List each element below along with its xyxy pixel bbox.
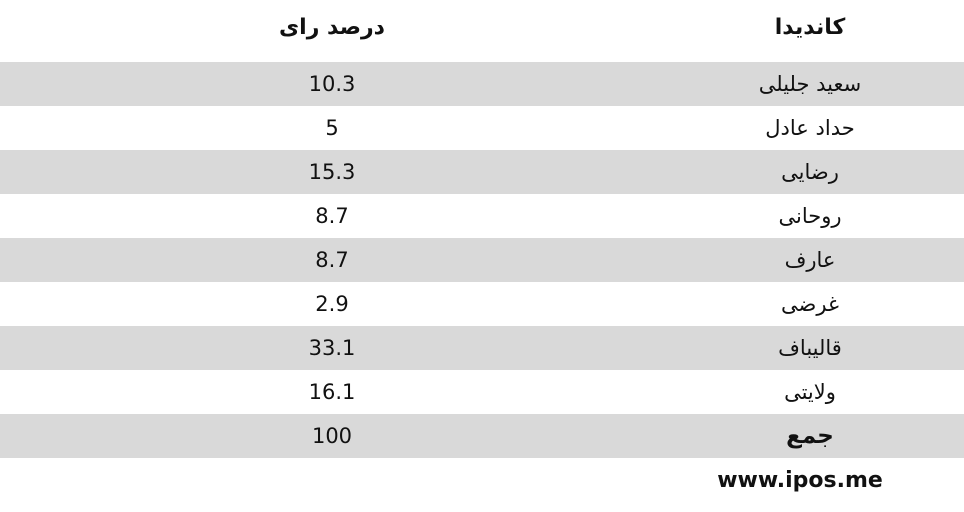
vote-table: درصد رای کاندیدا 10.3 سعید جلیلی 5 حداد … [0,0,964,458]
vote-percent-cell: 5 [325,116,339,140]
table-row: 2.9 غرضی [0,282,964,326]
vote-percent-cell: 15.3 [308,160,356,184]
candidate-name-cell: حداد عادل [765,116,855,140]
candidate-name-cell: عارف [784,248,836,272]
candidate-name-cell: سعید جلیلی [758,72,862,96]
table-row: 15.3 رضایی [0,150,964,194]
candidate-name-cell: روحانی [778,204,842,228]
column-header-vote-percent: درصد رای [279,14,385,40]
column-header-candidate: کاندیدا [774,14,846,40]
candidate-name-cell: غرضی [781,292,839,316]
vote-percent-cell: 10.3 [308,72,356,96]
vote-percent-cell: 2.9 [315,292,349,316]
candidate-name-cell: قالیباف [778,336,842,360]
table-total-row: 100 جمع [0,414,964,458]
table-row: 33.1 قالیباف [0,326,964,370]
vote-percent-cell: 33.1 [308,336,356,360]
total-percent-cell: 100 [311,424,353,448]
total-label-cell: جمع [786,423,834,449]
table-row: 8.7 عارف [0,238,964,282]
vote-percent-cell: 16.1 [308,380,356,404]
candidate-name-cell: رضایی [781,160,839,184]
candidate-name-cell: ولایتی [784,380,836,404]
table-row: 10.3 سعید جلیلی [0,62,964,106]
table-header-row: درصد رای کاندیدا [0,0,964,62]
source-watermark: www.ipos.me [717,467,883,493]
vote-percent-cell: 8.7 [315,204,349,228]
table-row: 8.7 روحانی [0,194,964,238]
vote-percent-cell: 8.7 [315,248,349,272]
table-row: 5 حداد عادل [0,106,964,150]
table-row: 16.1 ولایتی [0,370,964,414]
